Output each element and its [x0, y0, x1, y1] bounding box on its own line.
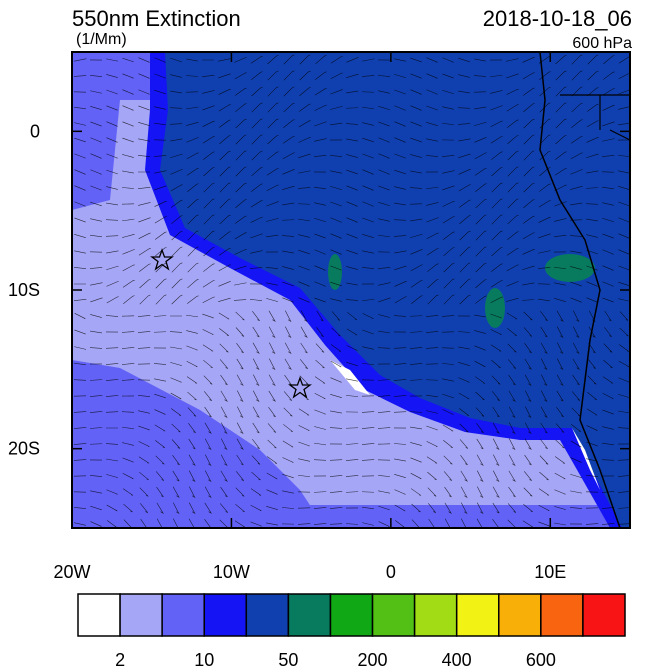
- level: 600 hPa: [572, 35, 632, 52]
- colorbar: 2 10 50 200 400 600: [78, 594, 625, 667]
- colorbar-box: [204, 594, 246, 636]
- colorbar-box: [373, 594, 415, 636]
- field-region: [328, 254, 342, 290]
- colorbar-label: 50: [278, 650, 298, 667]
- colorbar-box: [246, 594, 288, 636]
- colorbar-label: 2: [115, 650, 125, 667]
- colorbar-label: 200: [358, 650, 388, 667]
- field-region: [545, 254, 595, 282]
- field-region: [485, 288, 505, 328]
- x-tick-label: 10W: [213, 562, 250, 582]
- colorbar-label: 400: [442, 650, 472, 667]
- x-tick-label: 10E: [534, 562, 566, 582]
- colorbar-box: [541, 594, 583, 636]
- colorbar-label: 600: [526, 650, 556, 667]
- colorbar-box: [583, 594, 625, 636]
- x-tick-label: 20W: [53, 562, 90, 582]
- map-field: [72, 52, 631, 529]
- y-tick-label: 10S: [8, 280, 40, 300]
- colorbar-box: [457, 594, 499, 636]
- colorbar-box: [499, 594, 541, 636]
- x-tick-label: 0: [386, 562, 396, 582]
- colorbar-box: [120, 594, 162, 636]
- colorbar-box: [288, 594, 330, 636]
- y-tick-label: 0: [30, 121, 40, 141]
- colorbar-box: [162, 594, 204, 636]
- colorbar-box: [415, 594, 457, 636]
- units: (1/Mm): [76, 31, 127, 48]
- colorbar-label: 10: [194, 650, 214, 667]
- colorbar-box: [78, 594, 120, 636]
- time: 2018-10-18_06: [483, 6, 632, 31]
- y-tick-label: 20S: [8, 439, 40, 459]
- title: 550nm Extinction: [72, 6, 241, 31]
- colorbar-box: [330, 594, 372, 636]
